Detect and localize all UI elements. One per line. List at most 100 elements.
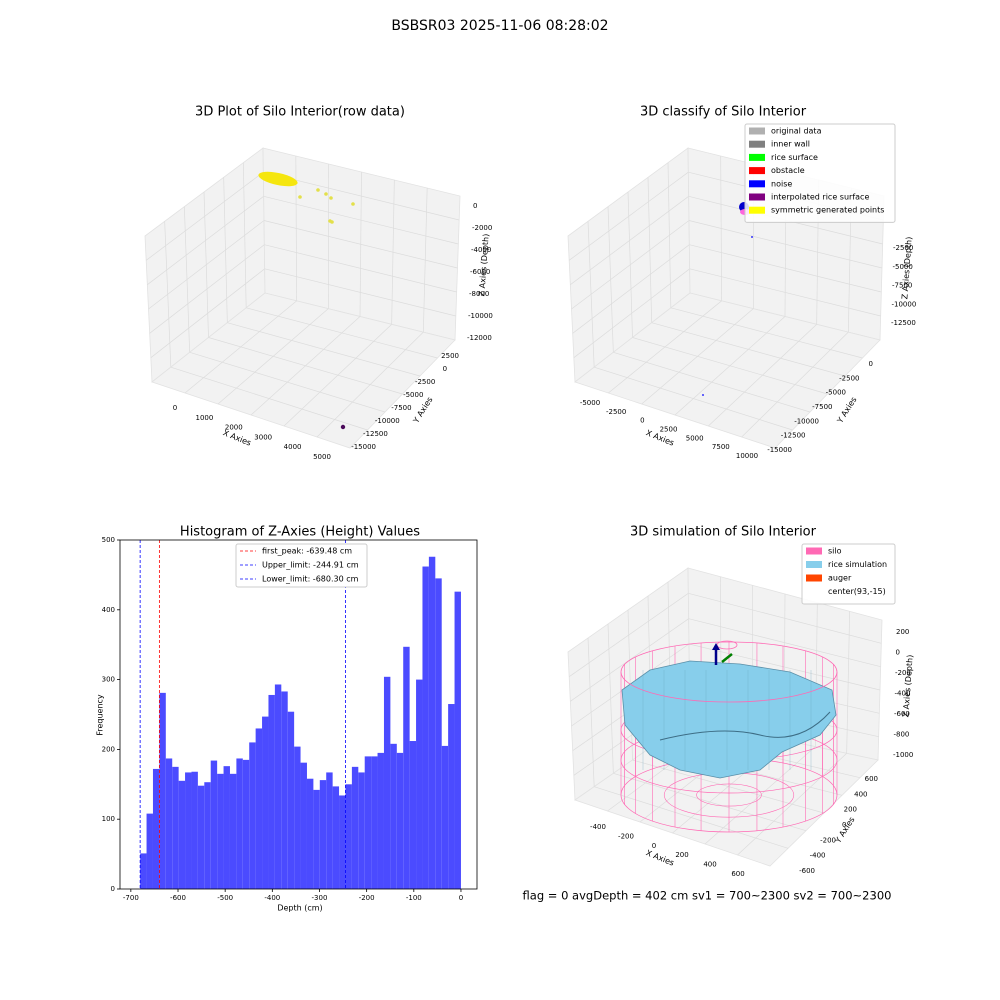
- y-tick-label: -10000: [794, 417, 819, 425]
- legend-label: rice simulation: [828, 560, 887, 569]
- bar: [351, 766, 359, 889]
- z-tick-label: -10000: [468, 312, 493, 320]
- silo-top: [620, 641, 838, 703]
- y-tick-label: 500: [102, 536, 115, 544]
- x-tick-label: -5000: [580, 399, 600, 407]
- silo-ring: [696, 783, 762, 807]
- point: [324, 192, 328, 196]
- bar: [249, 742, 256, 889]
- bar: [428, 556, 436, 889]
- legend-label: inner wall: [771, 140, 810, 149]
- z-tick-label: -400: [895, 690, 911, 698]
- pane-grid: [150, 268, 265, 358]
- x-tick-label: 5000: [313, 453, 331, 461]
- bar: [422, 566, 429, 889]
- y-tick-label: -2500: [839, 374, 859, 382]
- x-tick-label: -2500: [606, 408, 626, 416]
- bar: [403, 646, 410, 889]
- x-tick-label: 3000: [254, 433, 272, 441]
- legend-label: auger: [828, 574, 852, 583]
- z-tick-label: -5000: [893, 263, 913, 271]
- bar: [390, 743, 397, 889]
- point: [330, 220, 334, 224]
- chart-title: Histogram of Z-Axies (Height) Values: [180, 525, 420, 540]
- y-tick-label: 300: [102, 676, 115, 684]
- y-tick-label: -10000: [375, 417, 400, 425]
- axis-label: Z Axies (Depth): [900, 236, 913, 299]
- bar: [255, 728, 263, 889]
- y-tick-label: 0: [443, 365, 447, 373]
- x-tick-label: 600: [731, 870, 744, 878]
- point-cluster: [258, 171, 298, 187]
- x-tick-label: 0: [173, 404, 177, 412]
- y-tick-label: 200: [844, 806, 857, 814]
- z-tick-label: -12000: [467, 334, 492, 342]
- bar: [435, 578, 442, 889]
- bar: [152, 768, 160, 889]
- x-tick-label: 7500: [712, 443, 730, 451]
- y-tick-label: -7500: [812, 403, 832, 411]
- legend-label: symmetric generated points: [771, 206, 884, 215]
- z-tick-label: -800: [894, 731, 910, 739]
- bar: [287, 711, 295, 889]
- point: [298, 195, 302, 199]
- bar: [306, 778, 314, 889]
- axes-frame: [119, 539, 478, 890]
- legend-swatch: [749, 206, 765, 214]
- pane-grid: [741, 331, 849, 438]
- x-tick-label: -100: [406, 894, 422, 902]
- y-tick-label: -5000: [403, 391, 423, 399]
- auger-direction: [721, 653, 733, 663]
- x-tick-label: 2000: [225, 424, 243, 432]
- legend-swatch: [806, 574, 822, 582]
- x-tick-label: 10000: [736, 452, 758, 460]
- y-tick-label: 600: [865, 775, 878, 783]
- axis-label: Z Axies (Depth): [901, 654, 914, 717]
- rice-surface: [621, 660, 837, 779]
- rice-ridge: [659, 711, 831, 741]
- y-axis-label: Frequency: [96, 694, 105, 736]
- x-tick-label: 0: [459, 894, 463, 902]
- z-tick-label: 0: [896, 649, 900, 657]
- bar: [191, 771, 198, 889]
- x-tick-label: -400: [264, 894, 280, 902]
- legend-label: rice surface: [771, 153, 818, 162]
- legend-label: Upper_limit: -244.91 cm: [262, 561, 359, 570]
- bar: [441, 745, 449, 889]
- bar: [178, 780, 186, 889]
- z-tick-label: -6000: [470, 268, 490, 276]
- x-tick-label: -200: [359, 894, 375, 902]
- z-tick-label: -12500: [891, 319, 916, 327]
- bar: [229, 773, 237, 889]
- z-tick-label: -600: [894, 710, 910, 718]
- bar: [364, 756, 372, 889]
- bar: [454, 591, 461, 889]
- bar: [159, 692, 166, 889]
- x-tick-label: 2500: [660, 426, 678, 434]
- bar: [332, 786, 340, 889]
- legend-label: noise: [771, 179, 792, 188]
- bar: [217, 773, 224, 889]
- chart-title: 3D Plot of Silo Interior(row data): [195, 105, 405, 120]
- x-tick-label: -500: [217, 894, 233, 902]
- axis-label: Z Axies (Depth): [477, 233, 490, 296]
- bar: [242, 759, 250, 889]
- bar: [358, 772, 365, 889]
- y-tick-label: 200: [102, 745, 115, 753]
- point: [329, 196, 333, 200]
- legend-box: [801, 543, 896, 605]
- x-tick-label: -600: [170, 894, 186, 902]
- bar: [172, 766, 179, 889]
- legend-swatch: [806, 547, 822, 555]
- legend-swatch: [806, 561, 822, 568]
- z-tick-label: -4000: [471, 246, 491, 254]
- legend-swatch: [749, 193, 765, 201]
- y-tick-label: 0: [111, 885, 115, 893]
- point: [702, 394, 704, 396]
- z-tick-label: -1000: [893, 751, 913, 759]
- bar: [339, 795, 346, 889]
- x-tick-label: 400: [703, 861, 716, 869]
- y-tick-label: 0: [869, 360, 873, 368]
- x-axis-label: Depth (cm): [277, 904, 322, 913]
